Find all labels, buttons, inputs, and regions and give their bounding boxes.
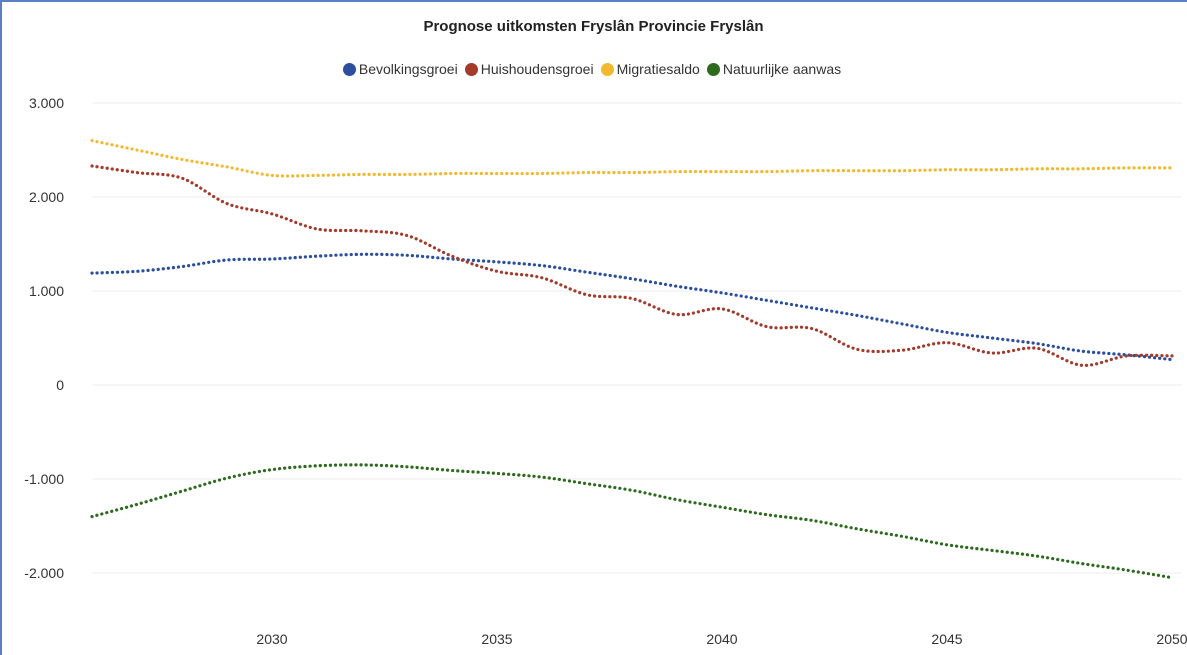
y-tick-label: 2.000 <box>29 189 64 205</box>
legend-item-migratiesaldo[interactable]: Migratiesaldo <box>600 61 700 77</box>
x-tick-label: 2050 <box>1156 631 1187 647</box>
legend-item-bevolkingsgroei[interactable]: Bevolkingsgroei <box>342 61 458 77</box>
legend-marker-huishoudensgroei <box>464 62 478 76</box>
y-tick-label: -2.000 <box>24 565 64 581</box>
x-tick-label: 2040 <box>706 631 737 647</box>
series-line-migratiesaldo[interactable] <box>90 139 1174 178</box>
legend-item-natuurlijke-aanwas[interactable]: Natuurlijke aanwas <box>706 61 842 77</box>
y-tick-label: 0 <box>56 377 64 393</box>
legend-marker-natuurlijke-aanwas <box>706 62 720 76</box>
legend-marker-migratiesaldo <box>600 62 614 76</box>
series-line-natuurlijke-aanwas[interactable] <box>90 463 1174 580</box>
x-axis-ticks: 2030 2035 2040 2045 2050 <box>256 631 1187 647</box>
x-tick-label: 2045 <box>931 631 962 647</box>
legend-item-huishoudensgroei[interactable]: Huishoudensgroei <box>464 61 594 77</box>
y-tick-label: 3.000 <box>29 95 64 111</box>
chart-legend: Bevolkingsgroei Huishoudensgroei Migrati… <box>0 61 1187 77</box>
legend-marker-bevolkingsgroei <box>342 62 356 76</box>
legend-label-huishoudensgroei: Huishoudensgroei <box>480 61 594 77</box>
legend-label-natuurlijke-aanwas: Natuurlijke aanwas <box>722 61 842 77</box>
grid-lines <box>92 102 1182 574</box>
y-tick-label: -1.000 <box>24 471 64 487</box>
y-axis-ticks: 3.000 2.000 1.000 0 -1.000 -2.000 <box>24 95 64 581</box>
series-line-bevolkingsgroei[interactable] <box>90 252 1174 362</box>
legend-label-migratiesaldo: Migratiesaldo <box>616 61 700 77</box>
legend-label-bevolkingsgroei: Bevolkingsgroei <box>358 61 458 77</box>
series-line-huishoudensgroei[interactable] <box>90 164 1174 367</box>
x-tick-label: 2030 <box>256 631 287 647</box>
x-tick-label: 2035 <box>481 631 512 647</box>
chart-title: Prognose uitkomsten Fryslân Provincie Fr… <box>423 18 764 35</box>
y-tick-label: 1.000 <box>29 283 64 299</box>
series-lines <box>90 139 1174 580</box>
